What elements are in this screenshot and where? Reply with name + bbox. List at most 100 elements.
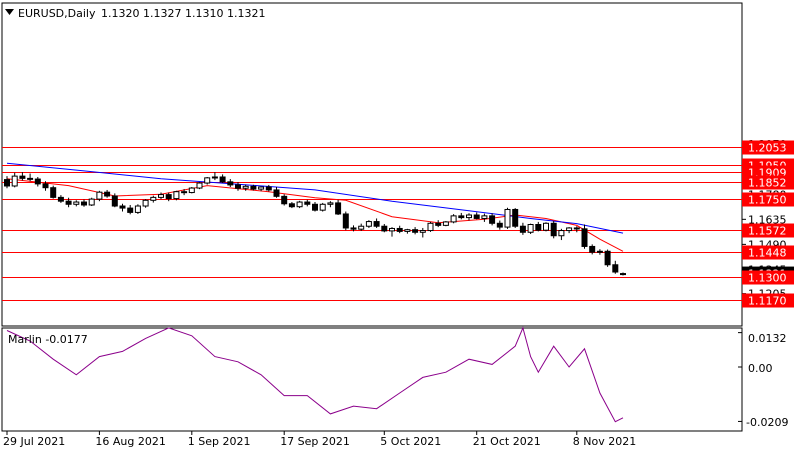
x-axis-ticks: 29 Jul 2021 16 Aug 2021 1 Sep 2021 17 Sep 2… <box>3 431 636 448</box>
candle-body-up <box>566 227 573 232</box>
candle-body-down <box>496 222 503 228</box>
x-tick-label: 1 Sep 2021 <box>188 435 251 448</box>
candle-body-down <box>111 195 118 207</box>
candle-body-down <box>19 175 26 179</box>
marlin-line <box>6 326 624 423</box>
candle <box>104 189 111 198</box>
candle-body-down <box>489 215 496 224</box>
candle-body-down <box>335 202 342 215</box>
candle <box>258 186 265 192</box>
level-label: 1.1448 <box>748 247 787 260</box>
candle-body-down <box>165 194 172 200</box>
candle-body-up <box>358 225 365 230</box>
candle-body-down <box>288 203 295 208</box>
candle-body-down <box>81 201 87 206</box>
candle <box>142 199 149 208</box>
level-label-bg <box>742 270 794 285</box>
candle <box>412 227 419 235</box>
candle-body-up <box>427 222 434 232</box>
level-label-bg <box>742 223 794 238</box>
candle <box>96 190 103 202</box>
level-label: 1.1170 <box>748 295 787 308</box>
candle <box>211 172 218 181</box>
candle <box>404 228 411 234</box>
candle-body-down <box>342 213 349 229</box>
candle <box>265 184 272 192</box>
candle-body-down <box>42 183 49 189</box>
candle-body-up <box>450 215 457 223</box>
candle <box>242 184 249 191</box>
candle <box>581 224 588 249</box>
indicator-scale-zero: 0.00 <box>748 362 773 375</box>
level-label: 1.1300 <box>748 272 787 285</box>
level-label-bg <box>742 192 794 207</box>
candle <box>319 202 326 212</box>
candle-body-down <box>589 245 596 253</box>
candle-body-down <box>573 227 580 230</box>
candle-body-down <box>227 181 234 186</box>
candle-body-up <box>466 214 472 219</box>
candle-body-down <box>65 200 72 205</box>
candle <box>204 176 211 185</box>
candle <box>227 179 234 188</box>
candle <box>196 182 203 190</box>
candle-body-down <box>550 222 557 237</box>
candle <box>34 176 41 187</box>
candle <box>489 213 496 226</box>
candle <box>527 223 534 235</box>
candle-body-down <box>57 196 64 202</box>
candle <box>150 195 157 203</box>
candle-body-up <box>258 186 265 190</box>
candle-body-down <box>273 189 280 197</box>
candle <box>481 213 488 222</box>
indicator-panel <box>1 327 743 432</box>
level-label: 1.1852 <box>748 177 787 190</box>
candle <box>604 249 611 267</box>
candles <box>4 172 626 276</box>
candle <box>304 199 311 207</box>
candle-body-down <box>304 201 311 205</box>
candle-body-up <box>11 175 18 187</box>
candle-body-up <box>419 230 426 233</box>
candle <box>27 173 34 182</box>
candle-body-up <box>142 199 149 207</box>
x-tick-label: 29 Jul 2021 <box>3 435 65 448</box>
candle <box>566 227 573 234</box>
candle-body-down <box>281 195 288 205</box>
candle-body-up <box>319 203 326 211</box>
candle <box>442 221 449 227</box>
candle <box>119 203 126 212</box>
candle <box>365 220 372 228</box>
candle-body-down <box>519 225 526 233</box>
candle-body-down <box>181 191 188 194</box>
candle <box>458 212 465 220</box>
candle-body-up <box>620 273 626 276</box>
level-label-bg <box>742 245 794 260</box>
candle <box>181 189 188 196</box>
candle <box>127 204 134 215</box>
candle <box>612 260 619 274</box>
level-label: 1.1750 <box>748 194 787 207</box>
candle <box>165 192 172 202</box>
candle-body-down <box>312 203 318 211</box>
collapse-triangle-icon[interactable] <box>5 9 14 15</box>
candle <box>389 227 395 237</box>
candle-body-up <box>389 227 395 232</box>
candle-body-up <box>196 182 203 189</box>
level-labels: 1.20531.19501.19091.18521.17501.15721.14… <box>742 140 794 308</box>
x-tick-label: 5 Oct 2021 <box>380 435 441 448</box>
candle <box>558 228 565 241</box>
candle-body-up <box>173 191 180 200</box>
candle-body-up <box>150 196 157 201</box>
candle-body-up <box>442 221 449 226</box>
y-tick-label: 1.1635 <box>748 213 787 226</box>
candle <box>504 207 511 229</box>
candle-body-up <box>96 191 103 200</box>
candle <box>81 199 87 207</box>
candle <box>450 214 457 224</box>
level-label: 1.1572 <box>748 225 787 238</box>
candle <box>11 172 18 188</box>
candle <box>496 220 503 230</box>
candle <box>188 187 195 194</box>
